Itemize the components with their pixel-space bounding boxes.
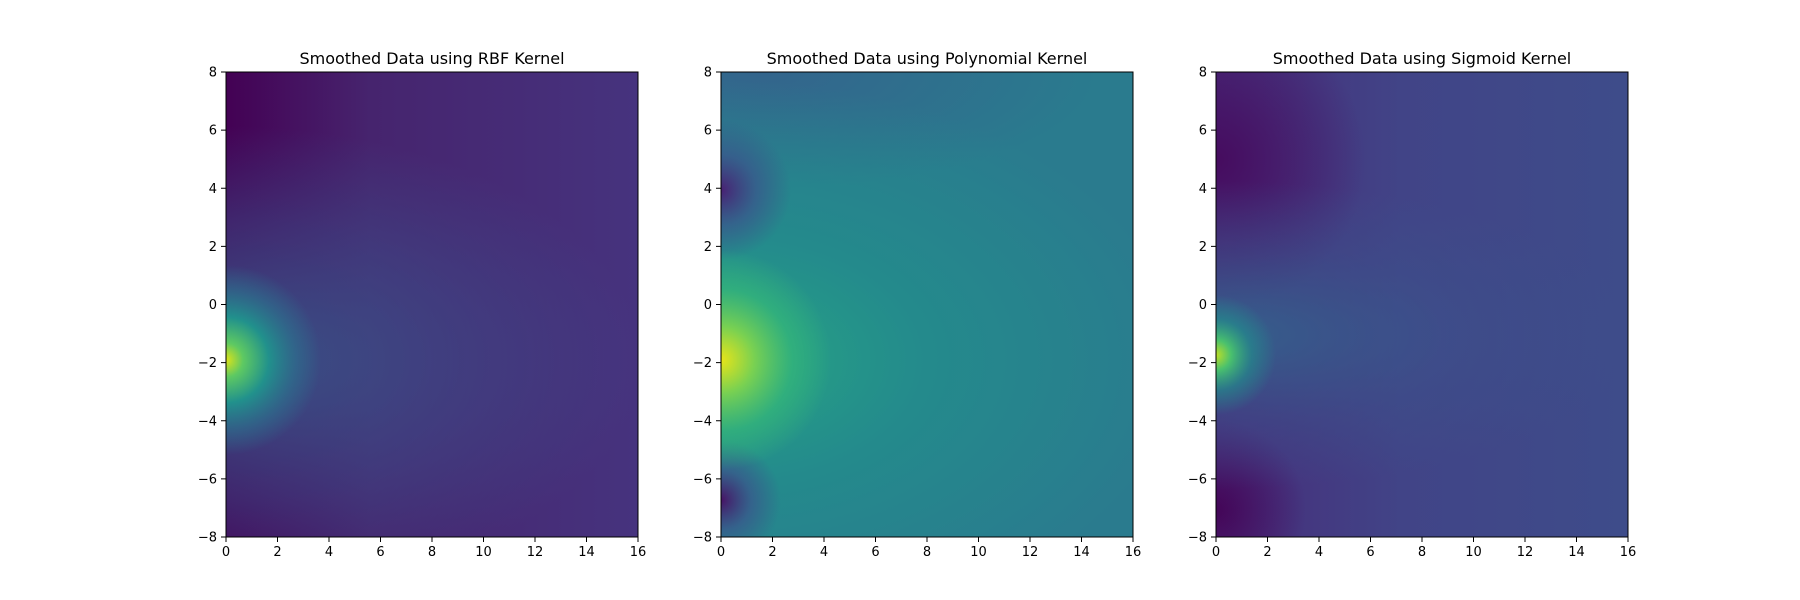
y-tick-label: 6	[209, 124, 217, 139]
y-tick-label: 4	[704, 182, 712, 197]
chart-title: Smoothed Data using Sigmoid Kernel	[1273, 49, 1572, 68]
x-tick-label: 0	[1212, 545, 1220, 560]
x-tick-label: 16	[1125, 545, 1142, 560]
y-tick-label: −4	[198, 414, 217, 429]
x-tick-label: 14	[1073, 545, 1090, 560]
x-tick-label: 8	[428, 545, 436, 560]
y-tick-label: −6	[1188, 472, 1207, 487]
y-tick-label: −8	[198, 531, 217, 546]
x-tick-label: 8	[1418, 545, 1426, 560]
x-tick-label: 16	[630, 545, 647, 560]
x-tick-label: 4	[820, 545, 828, 560]
y-axis: 8 6 4 2 0 −2 −4 −6 −8	[1188, 66, 1216, 546]
rbf-kernel-panel: Smoothed Data using RBF Kernel 0 2 4 6 8 10 12…	[198, 49, 646, 560]
heatmap-image	[226, 72, 638, 537]
x-tick-label: 4	[1315, 545, 1323, 560]
y-tick-label: 0	[209, 298, 217, 313]
x-tick-label: 14	[578, 545, 595, 560]
x-tick-label: 2	[1263, 545, 1271, 560]
y-tick-label: 8	[704, 66, 712, 81]
y-tick-label: −4	[1188, 414, 1207, 429]
y-axis: 8 6 4 2 0 −2 −4 −6 −8	[198, 66, 226, 546]
y-axis: 8 6 4 2 0 −2 −4 −6 −8	[693, 66, 721, 546]
y-tick-label: −2	[693, 356, 712, 371]
x-tick-label: 12	[1022, 545, 1039, 560]
y-tick-label: −8	[693, 531, 712, 546]
chart-title: Smoothed Data using Polynomial Kernel	[767, 49, 1088, 68]
x-tick-label: 6	[376, 545, 384, 560]
heatmap-image	[721, 72, 1133, 537]
y-tick-label: −8	[1188, 531, 1207, 546]
x-tick-label: 10	[1465, 545, 1482, 560]
y-tick-label: 6	[704, 124, 712, 139]
x-axis: 0 2 4 6 8 10 12 14 16	[717, 537, 1141, 560]
y-tick-label: 2	[1199, 240, 1207, 255]
x-tick-label: 16	[1620, 545, 1637, 560]
x-tick-label: 2	[768, 545, 776, 560]
y-tick-label: −2	[198, 356, 217, 371]
x-tick-label: 6	[1366, 545, 1374, 560]
chart-title: Smoothed Data using RBF Kernel	[299, 49, 564, 68]
y-tick-label: −6	[198, 472, 217, 487]
x-tick-label: 4	[325, 545, 333, 560]
x-tick-label: 10	[970, 545, 987, 560]
y-tick-label: −2	[1188, 356, 1207, 371]
x-tick-label: 2	[273, 545, 281, 560]
y-tick-label: −4	[693, 414, 712, 429]
x-axis: 0 2 4 6 8 10 12 14 16	[222, 537, 646, 560]
x-tick-label: 8	[923, 545, 931, 560]
polynomial-kernel-panel: Smoothed Data using Polynomial Kernel 0 2…	[693, 49, 1141, 560]
x-tick-label: 12	[1517, 545, 1534, 560]
y-tick-label: −6	[693, 472, 712, 487]
x-tick-label: 0	[222, 545, 230, 560]
y-tick-label: 8	[209, 66, 217, 81]
y-tick-label: 4	[209, 182, 217, 197]
y-tick-label: 2	[209, 240, 217, 255]
y-tick-label: 0	[1199, 298, 1207, 313]
x-tick-label: 14	[1568, 545, 1585, 560]
x-tick-label: 0	[717, 545, 725, 560]
y-tick-label: 2	[704, 240, 712, 255]
y-tick-label: 6	[1199, 124, 1207, 139]
x-tick-label: 6	[871, 545, 879, 560]
heatmap-image	[1216, 72, 1628, 537]
x-tick-label: 12	[527, 545, 544, 560]
x-axis: 0 2 4 6 8 10 12 14 16	[1212, 537, 1636, 560]
y-tick-label: 4	[1199, 182, 1207, 197]
y-tick-label: 0	[704, 298, 712, 313]
x-tick-label: 10	[475, 545, 492, 560]
y-tick-label: 8	[1199, 66, 1207, 81]
